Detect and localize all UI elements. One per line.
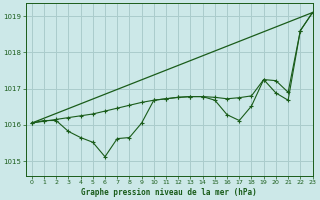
X-axis label: Graphe pression niveau de la mer (hPa): Graphe pression niveau de la mer (hPa)	[81, 188, 257, 197]
